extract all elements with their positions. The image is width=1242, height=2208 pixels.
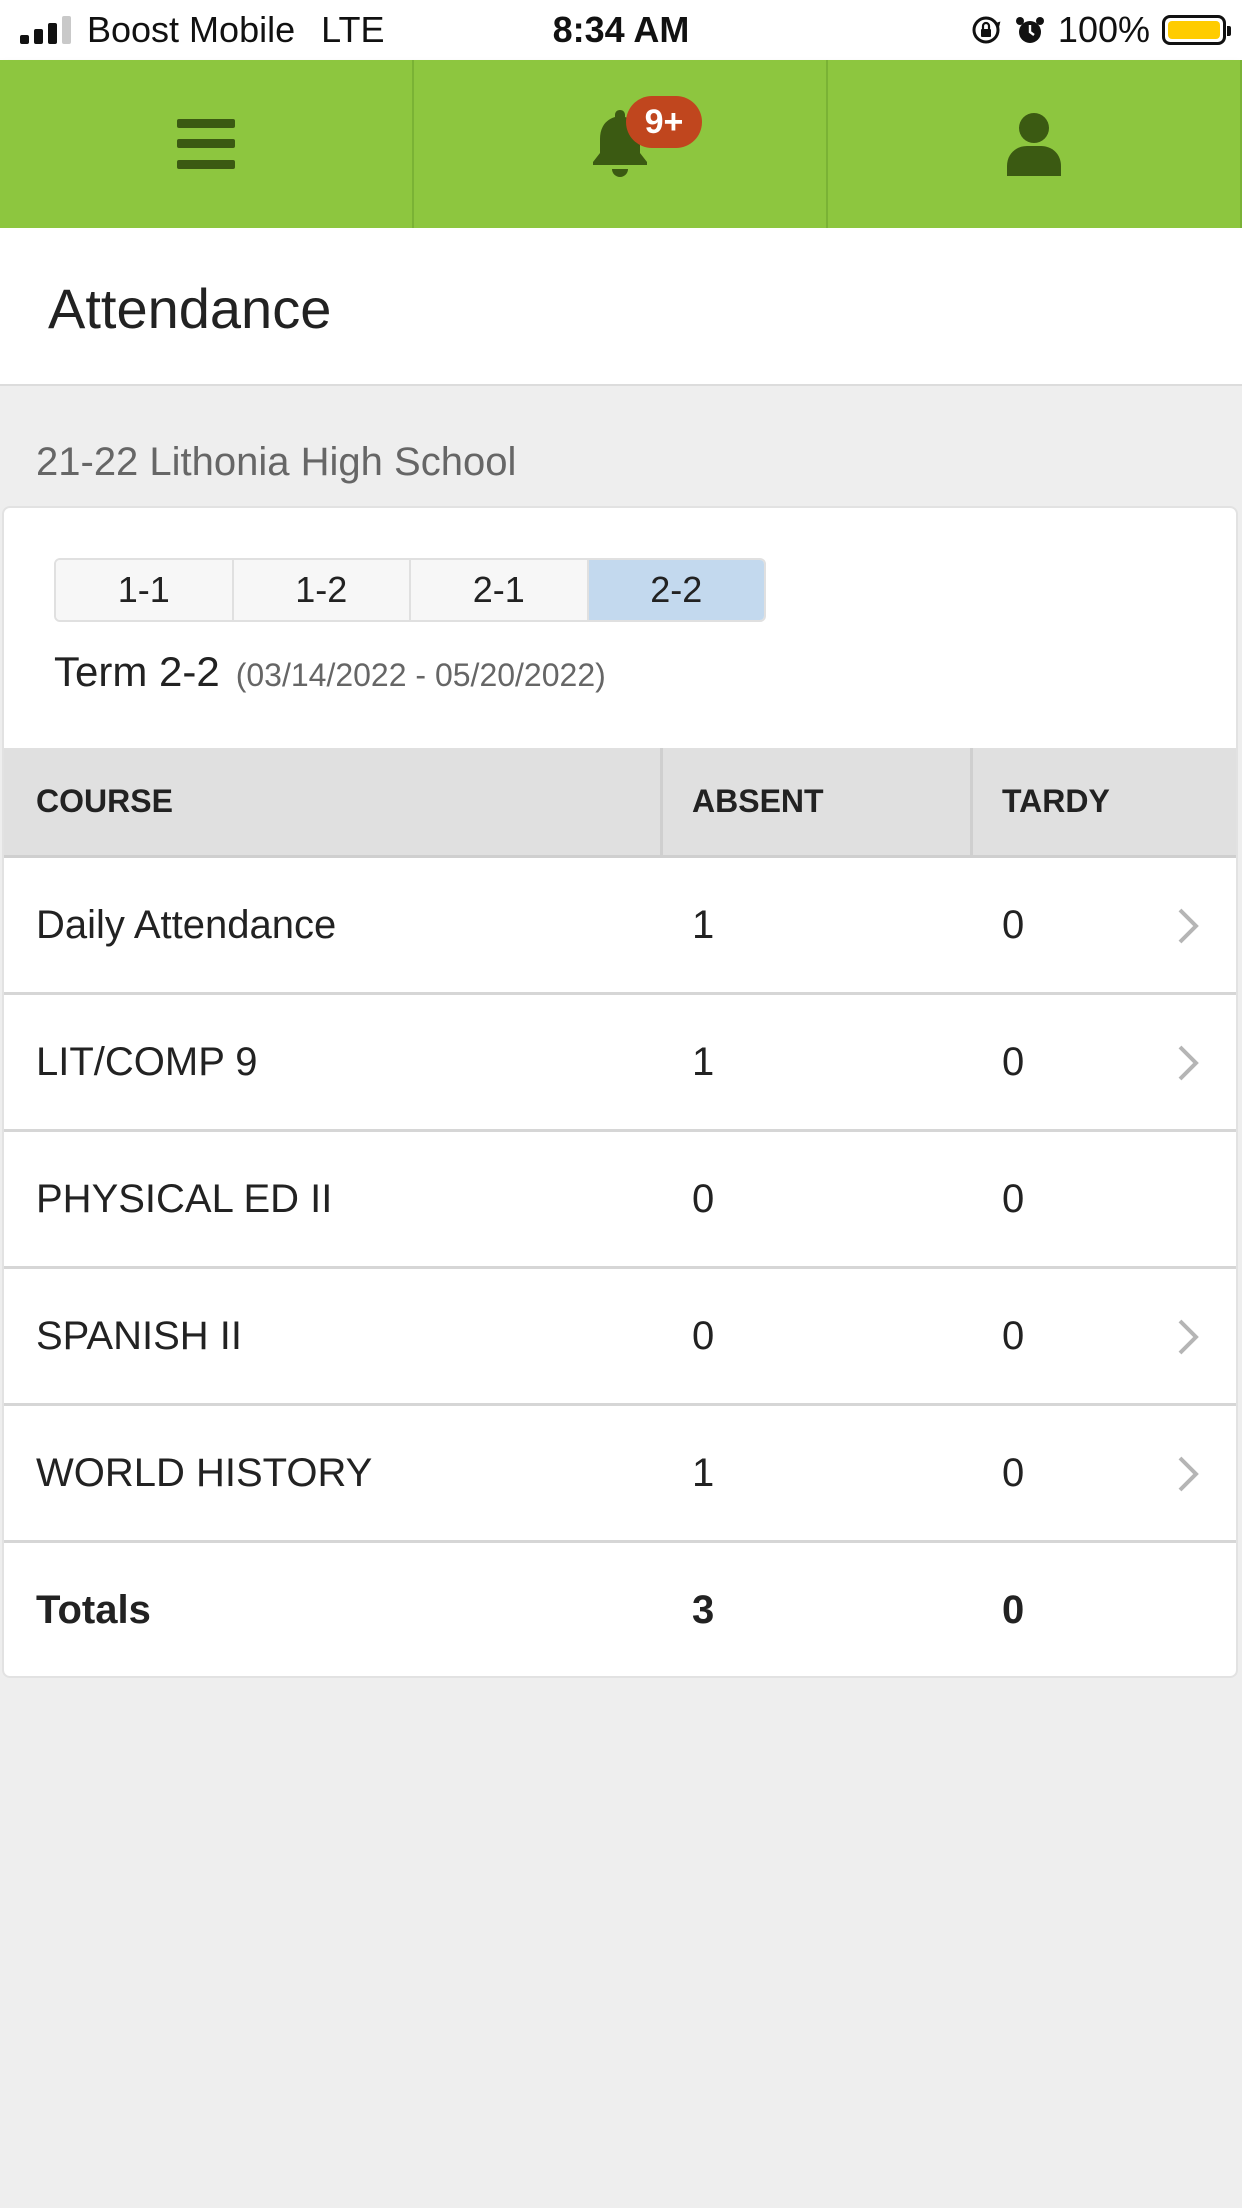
absent-count: 0 (692, 1176, 715, 1221)
column-divider (660, 748, 663, 855)
totals-label: Totals (36, 1587, 151, 1632)
notifications-button[interactable] (414, 60, 828, 228)
profile-button[interactable] (828, 60, 1242, 228)
tardy-count: 0 (1002, 902, 1025, 947)
notification-badge: 9+ (626, 96, 702, 148)
orientation-lock-icon (972, 16, 1001, 44)
tardy-count: 0 (1002, 1313, 1025, 1358)
absent-count: 1 (692, 1450, 715, 1495)
top-nav: 9+ (0, 60, 1242, 228)
chevron-right-icon (1178, 1319, 1199, 1355)
table-row[interactable]: WORLD HISTORY 1 0 (4, 1406, 1236, 1543)
menu-button[interactable] (0, 60, 414, 228)
battery-icon (1162, 15, 1231, 45)
term-tabs: 1-1 1-2 2-1 2-2 (54, 558, 766, 622)
term-label: Term 2-2 (54, 648, 220, 695)
table-row[interactable]: SPANISH II 0 0 (4, 1269, 1236, 1406)
column-header-course[interactable]: COURSE (36, 783, 173, 819)
menu-icon (177, 119, 235, 169)
total-tardy: 0 (1002, 1587, 1025, 1632)
status-time: 8:34 AM (552, 9, 690, 50)
signal-icon (20, 16, 71, 44)
tardy-count: 0 (1002, 1176, 1025, 1221)
total-absent: 3 (692, 1587, 715, 1632)
term-info: Term 2-2 (03/14/2022 - 05/20/2022) (54, 648, 606, 696)
table-row[interactable]: LIT/COMP 9 1 0 (4, 995, 1236, 1132)
term-dates: (03/14/2022 - 05/20/2022) (235, 657, 606, 693)
tardy-count: 0 (1002, 1450, 1025, 1495)
page-header: Attendance (0, 228, 1242, 386)
battery-fill (1168, 21, 1220, 39)
absent-count: 1 (692, 902, 715, 947)
course-name: SPANISH II (36, 1313, 242, 1358)
term-tab-2-1[interactable]: 2-1 (411, 560, 589, 620)
table-row: PHYSICAL ED II 0 0 (4, 1132, 1236, 1269)
course-name: WORLD HISTORY (36, 1450, 373, 1495)
chevron-right-icon (1178, 1456, 1199, 1492)
status-bar: Boost Mobile LTE 8:34 AM 100% (0, 0, 1242, 60)
column-header-tardy[interactable]: TARDY (1002, 783, 1110, 819)
status-left: Boost Mobile LTE (20, 0, 384, 60)
term-tab-1-2[interactable]: 1-2 (233, 560, 411, 620)
user-icon (1007, 113, 1061, 176)
tardy-count: 0 (1002, 1039, 1025, 1084)
table-header: COURSE ABSENT TARDY (4, 748, 1236, 858)
term-tab-1-1[interactable]: 1-1 (56, 560, 234, 620)
column-divider (970, 748, 973, 855)
network-type: LTE (321, 9, 385, 50)
alarm-icon (1015, 17, 1044, 43)
status-right: 100% (970, 0, 1231, 60)
attendance-card: 1-1 1-2 2-1 2-2 Term 2-2 (03/14/2022 - 0… (2, 506, 1238, 1678)
chevron-right-icon (1178, 908, 1199, 944)
course-name: PHYSICAL ED II (36, 1176, 333, 1221)
term-tab-2-2[interactable]: 2-2 (588, 560, 764, 620)
totals-row: Totals 3 0 (4, 1543, 1236, 1676)
absent-count: 0 (692, 1313, 715, 1358)
carrier-name: Boost Mobile (87, 9, 296, 50)
school-name: 21-22 Lithonia High School (36, 440, 517, 484)
course-name: Daily Attendance (36, 902, 337, 947)
battery-percent: 100% (1057, 9, 1150, 50)
table-row[interactable]: Daily Attendance 1 0 (4, 858, 1236, 995)
column-header-absent[interactable]: ABSENT (692, 783, 824, 819)
chevron-right-icon (1178, 1045, 1199, 1081)
course-name: LIT/COMP 9 (36, 1039, 258, 1084)
absent-count: 1 (692, 1039, 715, 1084)
page-title: Attendance (48, 277, 332, 340)
